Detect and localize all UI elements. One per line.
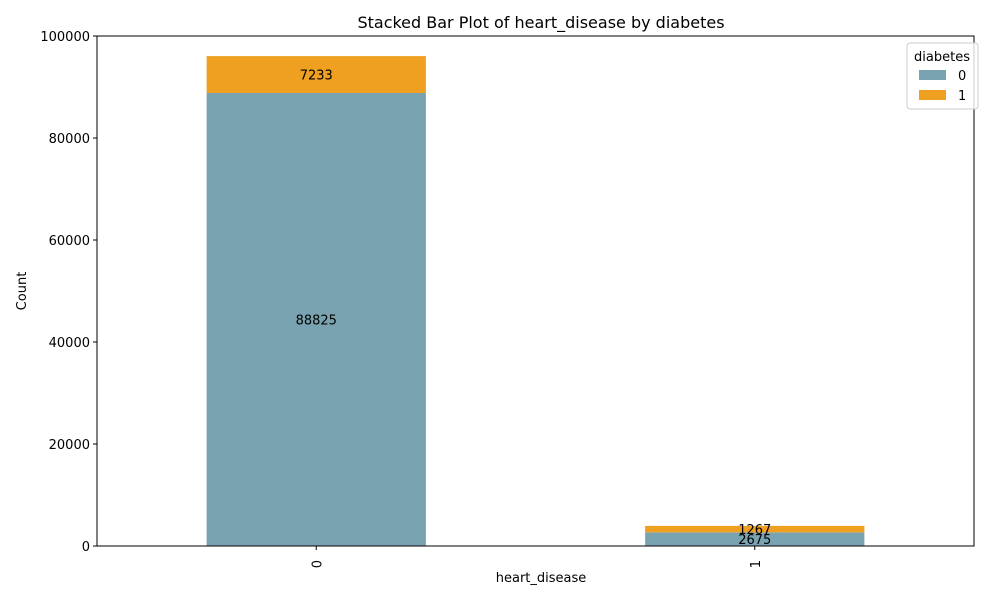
legend-title: diabetes	[914, 50, 970, 65]
y-tick-label: 100000	[40, 30, 90, 45]
y-tick-label: 0	[82, 540, 90, 555]
legend-label-1: 1	[958, 89, 966, 104]
data-label-0-1: 7233	[300, 69, 333, 84]
y-axis: 0 20000 40000 60000 80000 100000	[40, 30, 97, 555]
legend-swatch-1	[919, 90, 946, 100]
legend: diabetes 01	[906, 42, 979, 110]
y-axis-label: Count	[15, 272, 30, 311]
data-label-1-0: 2675	[738, 533, 771, 548]
bar-segment-0-0	[206, 92, 426, 547]
chart-title: Stacked Bar Plot of heart_disease by dia…	[357, 13, 724, 33]
x-axis-label: heart_disease	[496, 571, 587, 586]
y-tick-label: 60000	[49, 234, 90, 249]
bar-segment-1-1	[645, 525, 865, 533]
plot-frame	[96, 35, 975, 547]
x-tick-label: 1	[749, 560, 764, 568]
y-tick-label: 80000	[49, 132, 90, 147]
bar-segment-0-1	[206, 56, 426, 93]
y-tick-label: 20000	[49, 438, 90, 453]
bar-segment-1-0	[645, 532, 865, 546]
legend-swatch-0	[919, 70, 946, 80]
legend-label-0: 0	[958, 69, 966, 84]
legend-items: 01	[919, 69, 966, 104]
y-tick-label: 40000	[49, 336, 90, 351]
data-label-1-1: 1267	[738, 523, 771, 538]
data-label-0-0: 88825	[296, 313, 337, 328]
bars-layer	[206, 56, 865, 547]
x-tick-label: 0	[310, 560, 325, 568]
